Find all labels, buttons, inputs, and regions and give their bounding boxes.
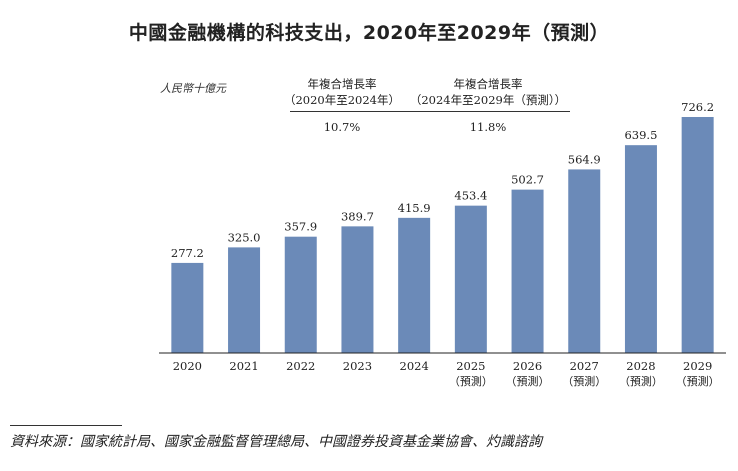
bar-2026 [511, 189, 544, 353]
bar-2025 [454, 205, 487, 353]
cagr-header-line2: （2020年至2024年） [283, 93, 401, 107]
footnote-rule [10, 425, 122, 426]
bar-2027 [568, 169, 601, 353]
x-tick-note-2027: （預測） [562, 374, 606, 388]
bar-2021 [228, 247, 261, 353]
bar-2023 [341, 226, 374, 353]
x-tick-2026: 2026 [513, 359, 542, 373]
data-label-2029: 726.2 [681, 100, 714, 114]
chart-title: 中國金融機構的科技支出，2020年至2029年（預測） [128, 22, 610, 44]
cagr-header-2024-2029: 年複合增長率 （2024年至2029年（預測）） [408, 76, 568, 108]
x-tick-note-2029: （預測） [676, 374, 720, 388]
data-label-2022: 357.9 [284, 220, 317, 234]
x-tick-2021: 2021 [229, 359, 258, 373]
bar-2028 [624, 145, 657, 353]
x-tick-2020: 2020 [173, 359, 202, 373]
cagr-divider-line [290, 111, 570, 112]
cagr-header-2020-2024: 年複合增長率 （2020年至2024年） [283, 76, 401, 108]
source-note: 資料來源：國家統計局、國家金融監督管理總局、中國證券投資基金業協會、灼識諮詢 [10, 434, 542, 450]
data-label-2020: 277.2 [171, 246, 204, 260]
x-tick-note-2026: （預測） [506, 374, 550, 388]
x-tick-2024: 2024 [400, 359, 429, 373]
bar-2024 [398, 217, 431, 353]
data-label-2024: 415.9 [398, 201, 431, 215]
x-tick-2025: 2025 [456, 359, 485, 373]
data-label-2027: 564.9 [568, 152, 601, 166]
x-tick-2027: 2027 [570, 359, 599, 373]
x-tick-2023: 2023 [343, 359, 372, 373]
x-tick-note-2028: （預測） [619, 374, 663, 388]
data-label-2026: 502.7 [511, 173, 544, 187]
x-tick-2028: 2028 [626, 359, 655, 373]
x-tick-2022: 2022 [286, 359, 315, 373]
data-label-2025: 453.4 [454, 189, 487, 203]
bar-2020 [171, 262, 204, 353]
bar-2022 [284, 236, 317, 353]
cagr-header-line2: （2024年至2029年（預測）） [409, 93, 567, 107]
x-tick-2029: 2029 [683, 359, 712, 373]
cagr-header-line1: 年複合增長率 [453, 77, 523, 91]
cagr-value-2024-2029: 11.8% [469, 120, 507, 134]
cagr-header-line1: 年複合增長率 [307, 77, 377, 91]
data-label-2023: 389.7 [341, 209, 374, 223]
cagr-value-2020-2024: 10.7% [323, 120, 361, 134]
x-tick-note-2025: （預測） [449, 374, 493, 388]
bar-2029 [681, 117, 714, 353]
data-label-2028: 639.5 [624, 128, 657, 142]
data-label-2021: 325.0 [228, 230, 261, 244]
bar-chart: 277.2 2020 325.0 2021 357.9 2022 389.7 2023 415.… [159, 100, 726, 388]
y-axis-unit-label: 人民幣十億元 [160, 82, 226, 95]
